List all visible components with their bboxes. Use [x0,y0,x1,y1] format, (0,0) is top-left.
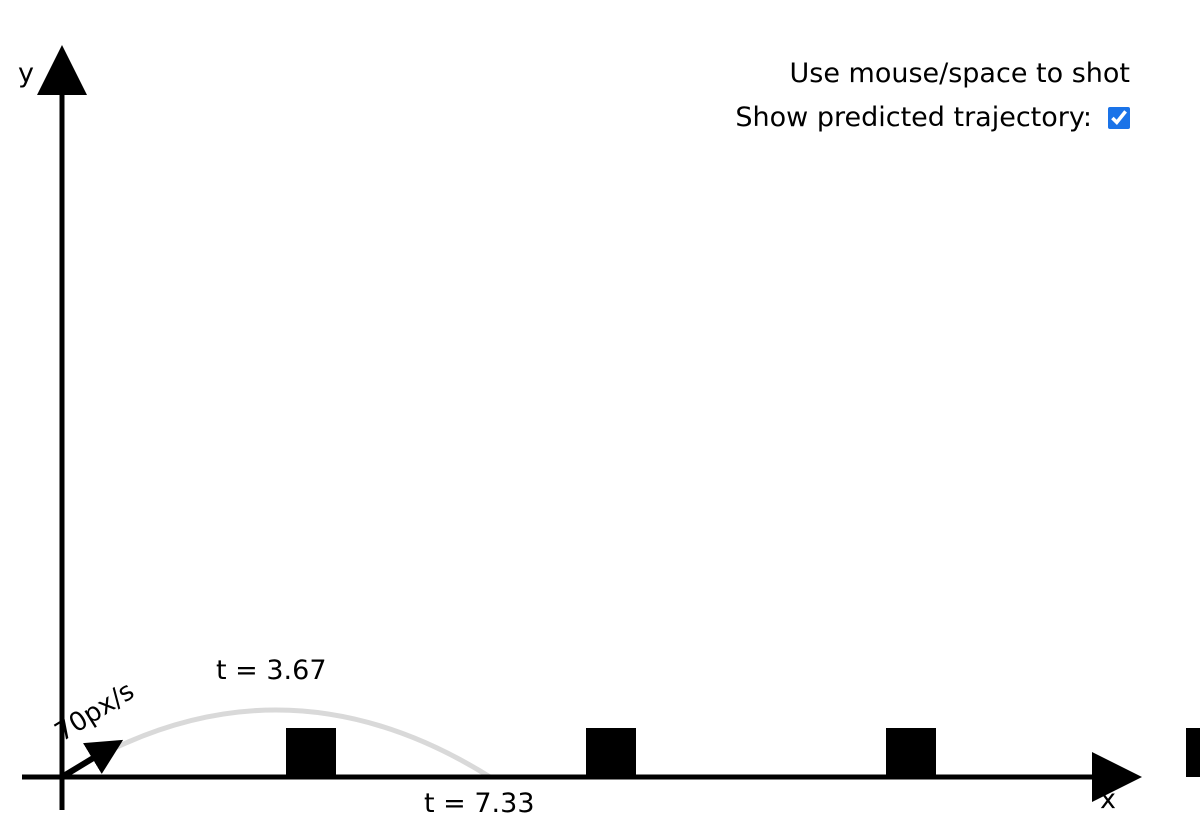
predicted-trajectory [60,707,492,780]
shoot-instructions: Use mouse/space to shot [789,58,1131,89]
launch-velocity-arrow[interactable] [60,739,124,780]
hud-panel: Use mouse/space to shot Show predicted t… [735,52,1130,140]
obstacle-3 [886,728,936,777]
trajectory-toggle-checkbox[interactable] [1108,107,1130,129]
x-axis-label: x [1100,784,1116,815]
trajectory-toggle-label: Show predicted trajectory: [735,102,1092,133]
obstacle-1 [286,728,336,777]
obstacle-4 [1186,728,1200,777]
landing-time-label: t = 7.33 [424,788,535,819]
obstacle-2 [586,728,636,777]
peak-time-label: t = 3.67 [216,655,327,686]
y-axis-label: y [18,58,34,89]
